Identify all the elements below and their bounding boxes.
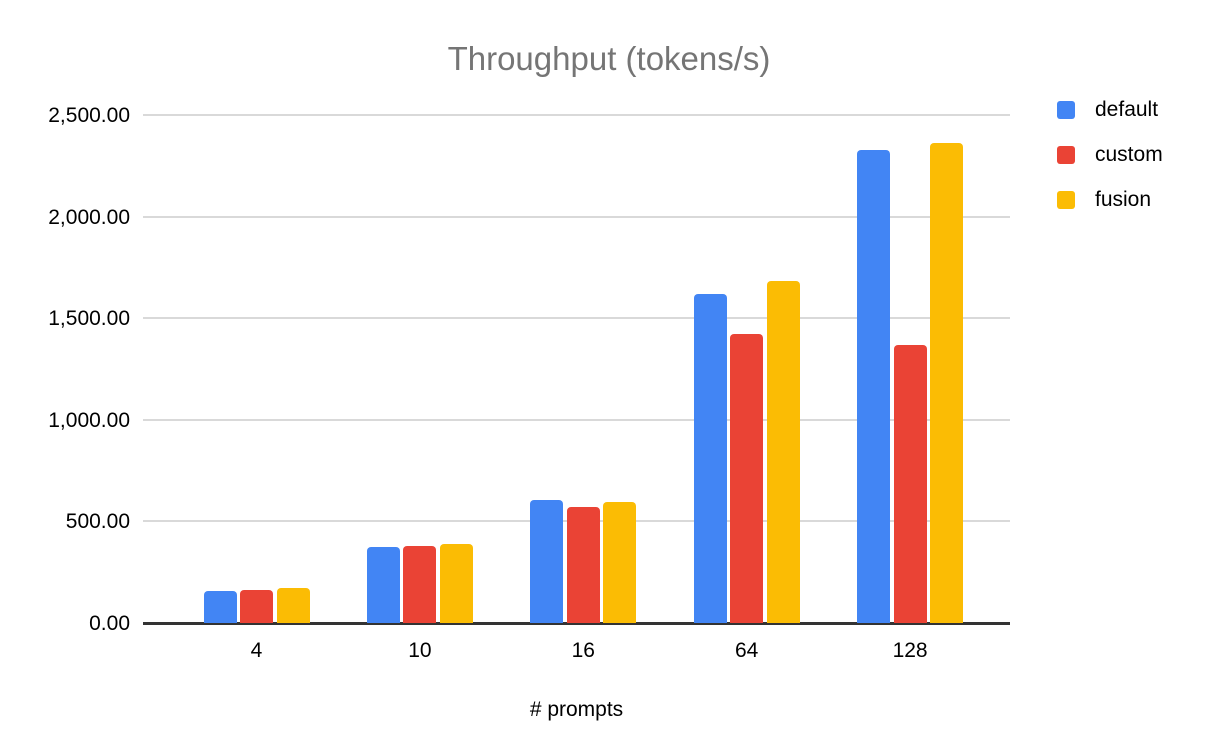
legend-item-custom: custom [1057,143,1163,167]
bar-custom-64 [730,334,764,623]
y-tick-label: 1,000.00 [48,408,130,432]
y-tick-label: 0.00 [89,612,130,635]
legend-label-fusion: fusion [1095,188,1152,211]
y-gridline [143,114,1010,116]
x-tick-label-128: 128 [892,639,928,662]
y-gridline [143,215,1010,218]
legend-label-default: default [1095,98,1159,121]
bar-fusion-4 [276,588,310,623]
legend-swatch-custom [1057,146,1075,164]
y-gridline [143,418,1010,421]
bar-default-64 [693,294,727,623]
legend-swatch-fusion [1057,191,1075,209]
y-tick-label: 2,000.00 [48,205,130,229]
x-axis-title: # prompts [529,698,624,721]
y-tick-label: 2,500.00 [48,104,130,127]
bar-fusion-16 [603,501,637,623]
chart-title: Throughput (tokens/s) [447,40,771,77]
legend: default custom fusion [1057,98,1163,233]
y-tick-label: 500.00 [65,510,130,534]
bar-custom-4 [240,590,273,623]
bar-default-16 [530,499,564,623]
bar-custom-16 [566,507,600,623]
bar-default-4 [203,591,237,623]
y-tick-label: 1,500.00 [48,307,130,331]
bar-default-128 [857,149,891,623]
bar-fusion-64 [766,280,800,623]
bar-custom-10 [403,546,437,623]
bar-default-10 [366,547,400,623]
legend-item-default: default [1057,98,1163,122]
x-axis-baseline [143,622,1010,625]
bar-fusion-128 [930,143,964,623]
y-gridline [143,317,1010,320]
legend-label-custom: custom [1095,143,1163,166]
bar-custom-128 [893,344,927,623]
x-tick-label-64: 64 [735,639,759,662]
legend-swatch-default [1057,101,1075,119]
bar-fusion-10 [439,544,473,623]
legend-item-fusion: fusion [1057,188,1163,212]
x-tick-label-10: 10 [408,639,432,662]
x-tick-label-16: 16 [571,639,595,662]
x-tick-label-4: 4 [250,639,263,662]
